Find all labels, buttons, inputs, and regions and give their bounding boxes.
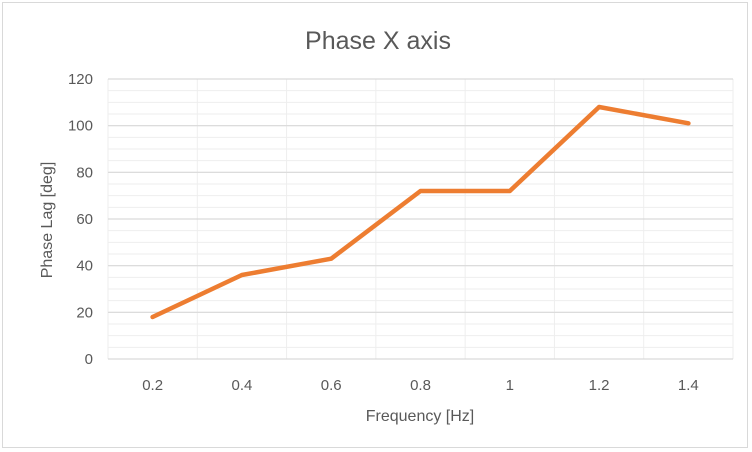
y-tick-label: 0	[85, 351, 93, 368]
series-layer	[150, 104, 691, 320]
y-axis-label: Phase Lag [deg]	[39, 162, 56, 279]
y-tick-label: 40	[76, 258, 93, 275]
data-point	[507, 189, 512, 193]
y-tick-label: 20	[76, 304, 93, 321]
x-axis-ticks: 0.2 0.4 0.6 0.8 1 1.2 1.4	[142, 377, 699, 394]
x-tick-label: 1	[506, 377, 514, 394]
y-axis-ticks: 0 20 40 60 80 100 120	[68, 71, 93, 368]
y-tick-label: 120	[68, 71, 93, 88]
chart-title: Phase X axis	[305, 27, 451, 55]
y-tick-label: 60	[76, 211, 93, 228]
x-tick-label: 1.4	[678, 377, 699, 394]
grid	[107, 78, 734, 360]
data-point	[239, 273, 244, 277]
y-tick-label: 100	[68, 118, 93, 135]
series-line	[150, 104, 691, 320]
x-tick-label: 0.6	[321, 377, 342, 394]
x-tick-label: 0.8	[410, 377, 431, 394]
y-tick-label: 80	[76, 164, 93, 181]
data-point	[150, 315, 155, 319]
chart-frame: Phase X axis 0 20 40 60 80 100 120 0.2 0.4 0.6 0.…	[2, 2, 748, 448]
x-tick-label: 0.4	[231, 377, 252, 394]
data-point	[686, 121, 691, 126]
x-axis-label: Frequency [Hz]	[366, 408, 474, 425]
data-point	[597, 105, 602, 109]
x-tick-label: 0.2	[142, 377, 163, 394]
x-tick-label: 1.2	[589, 377, 610, 394]
data-point	[418, 189, 423, 193]
data-point	[329, 256, 334, 261]
